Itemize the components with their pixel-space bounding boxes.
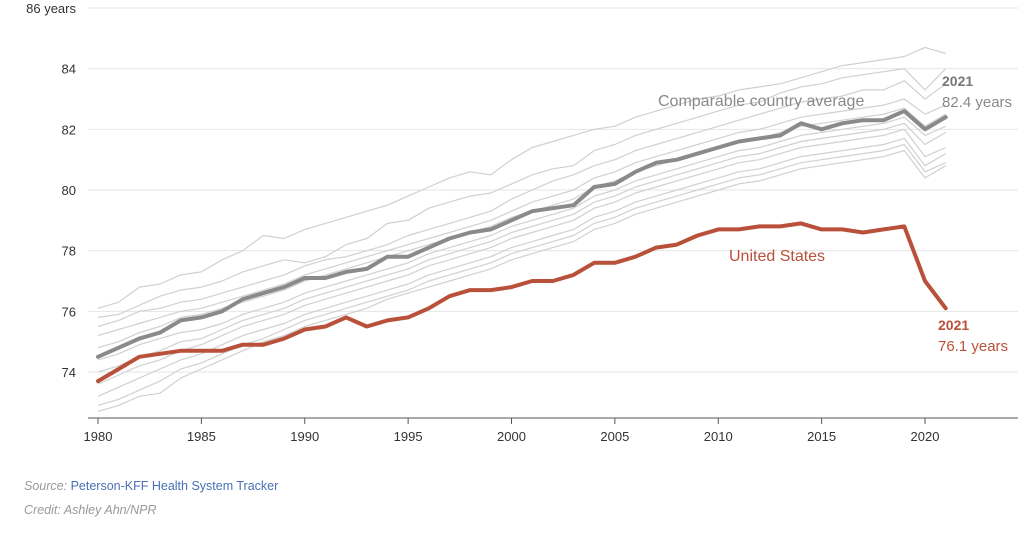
y-tick-label: 80 xyxy=(62,183,76,198)
x-tick-label: 2000 xyxy=(497,429,526,444)
country-line xyxy=(97,68,947,318)
country-line xyxy=(97,46,946,309)
x-tick-label: 1985 xyxy=(187,429,216,444)
credit-line: Credit: Ashley Ahn/NPR xyxy=(24,503,157,517)
country-line xyxy=(97,122,947,373)
x-tick-label: 1990 xyxy=(290,429,319,444)
y-tick-label: 86 years xyxy=(26,1,76,16)
us-value-label: 76.1 years xyxy=(938,338,1008,355)
x-tick-label: 1995 xyxy=(394,429,423,444)
y-axis-ticks: 74 76 78 80 82 84 86 years xyxy=(26,1,76,380)
x-axis: 1980 1985 1990 1995 2000 2005 2010 2015 2020 xyxy=(84,417,1018,444)
gridlines xyxy=(88,7,1018,373)
y-tick-label: 76 xyxy=(62,304,76,319)
source-line: Source: Peterson-KFF Health System Track… xyxy=(24,479,278,493)
highlight-series xyxy=(96,109,948,384)
country-line xyxy=(97,116,946,361)
x-tick-label: 2020 xyxy=(911,429,940,444)
us-series-label: United States xyxy=(729,248,825,265)
x-tick-label: 2005 xyxy=(600,429,629,444)
country-line xyxy=(97,128,946,385)
country-line xyxy=(97,137,947,397)
y-tick-label: 84 xyxy=(62,62,76,77)
country-line xyxy=(97,98,946,337)
y-tick-label: 82 xyxy=(62,122,76,137)
country-line xyxy=(97,143,946,406)
country-line xyxy=(97,150,947,412)
source-link[interactable]: Peterson-KFF Health System Tracker xyxy=(70,479,279,493)
us-series-line xyxy=(96,221,948,384)
avg-series-label: Comparable country average xyxy=(658,93,864,110)
avg-value-label: 82.4 years xyxy=(942,94,1012,111)
avg-year-label: 2021 xyxy=(942,73,973,89)
x-tick-label: 2015 xyxy=(807,429,836,444)
y-tick-label: 74 xyxy=(62,365,76,380)
source-prefix: Source: xyxy=(24,479,68,493)
x-tick-label: 1980 xyxy=(84,429,113,444)
average-series-line xyxy=(96,109,948,359)
us-year-label: 2021 xyxy=(938,317,969,333)
country-line xyxy=(97,80,947,328)
x-tick-label: 2010 xyxy=(704,429,733,444)
y-tick-label: 78 xyxy=(62,244,76,259)
